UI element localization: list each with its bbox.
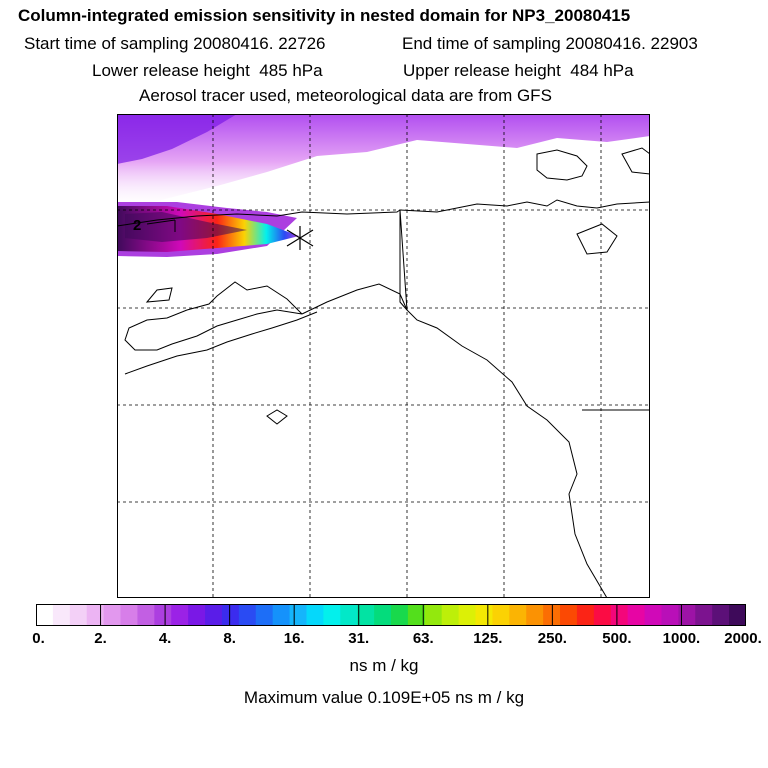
- colorbar-swatch: [86, 604, 105, 626]
- map-frame: [117, 114, 650, 598]
- colorbar-swatch: [374, 604, 392, 626]
- colorbar-swatch: [188, 604, 206, 626]
- colorbar-swatch: [576, 604, 595, 626]
- colorbar-tick-label: 31.: [348, 630, 370, 647]
- colorbar-tick-label: 500.: [602, 630, 632, 647]
- end-time-label: End time of sampling 20080416. 22903: [402, 34, 698, 53]
- start-time-label: Start time of sampling 20080416. 22726: [24, 34, 326, 53]
- plume-label-leader: [146, 219, 176, 225]
- colorbar-swatch: [391, 604, 409, 626]
- colorbar-swatch: [52, 604, 71, 626]
- upper-release-label: Upper release height 484 hPa: [403, 61, 634, 80]
- colorbar-swatch: [678, 604, 696, 626]
- colorbar-swatch: [407, 604, 426, 626]
- colorbar-tick-label: 63.: [412, 630, 434, 647]
- colorbar-swatch: [137, 604, 155, 626]
- colorbar-tick-label: 16.: [283, 630, 305, 647]
- colorbar-tick-label: 0.: [32, 630, 45, 647]
- colorbar-swatch: [526, 604, 544, 626]
- colorbar-swatch: [36, 604, 54, 626]
- colorbar-swatch: [221, 604, 240, 626]
- colorbar-swatch: [272, 604, 291, 626]
- colorbar-tick-label: 1000.: [662, 630, 701, 647]
- chart-title: Column-integrated emission sensitivity i…: [18, 6, 631, 25]
- colorbar-swatch: [154, 604, 172, 626]
- colorbar-swatch: [492, 604, 510, 626]
- colorbar-swatch: [644, 604, 663, 626]
- colorbar-swatch: [323, 604, 341, 626]
- colorbar-ticks: 0. 2. 4. 8. 16. 31. 63. 125. 250. 500. 1000. 2000.: [0, 630, 768, 650]
- colorbar-tick-label: 4.: [158, 630, 172, 647]
- colorbar-swatch: [475, 604, 494, 626]
- colorbar-swatch: [120, 604, 139, 626]
- colorbar-tick-label: 8.: [223, 630, 236, 647]
- colorbar-tick-label: 250.: [537, 630, 567, 647]
- colorbar-swatch: [238, 604, 257, 626]
- colorbar-swatch: [69, 604, 88, 626]
- tracer-info-label: Aerosol tracer used, meteorological data…: [139, 86, 552, 105]
- colorbar-tick-label: 2.: [94, 630, 107, 647]
- sensitivity-plume-core: [125, 212, 247, 242]
- colorbar-units: ns m / kg: [349, 656, 419, 675]
- lower-release-label: Lower release height 485 hPa: [92, 61, 323, 80]
- colorbar-swatch: [610, 604, 629, 626]
- plume-label-2: 2: [133, 217, 141, 234]
- colorbar-swatch: [661, 604, 679, 626]
- colorbar-swatch: [627, 604, 646, 626]
- receptor-marker: [286, 226, 314, 250]
- sensitivity-field-top: [117, 114, 650, 210]
- colorbar-swatch: [357, 604, 375, 626]
- graticule: [117, 114, 650, 598]
- colorbar-swatch: [712, 604, 730, 626]
- colorbar-swatch: [306, 604, 324, 626]
- colorbar-swatch: [509, 604, 527, 626]
- colorbar-swatch: [103, 604, 122, 626]
- colorbar-swatch: [289, 604, 308, 626]
- max-value-label: Maximum value 0.109E+05 ns m / kg: [243, 688, 525, 707]
- colorbar-frame: [36, 604, 746, 626]
- colorbar-tick-label: 2000.: [724, 630, 762, 647]
- colorbar-swatch: [593, 604, 612, 626]
- colorbar: [36, 604, 746, 626]
- colorbar-swatch: [255, 604, 274, 626]
- colorbar-swatch: [171, 604, 189, 626]
- colorbar-swatch: [695, 604, 713, 626]
- map-panel: 2: [117, 114, 650, 598]
- colorbar-swatch: [424, 604, 443, 626]
- colorbar-swatch: [560, 604, 578, 626]
- colorbar-swatch: [340, 604, 358, 626]
- colorbar-swatch: [441, 604, 460, 626]
- colorbar-swatch: [205, 604, 223, 626]
- colorbar-swatch: [729, 604, 746, 626]
- colorbar-swatch: [458, 604, 477, 626]
- colorbar-tick-label: 125.: [473, 630, 503, 647]
- sensitivity-field-corner: [117, 114, 237, 164]
- coastlines: [117, 147, 650, 598]
- borders: [399, 210, 650, 411]
